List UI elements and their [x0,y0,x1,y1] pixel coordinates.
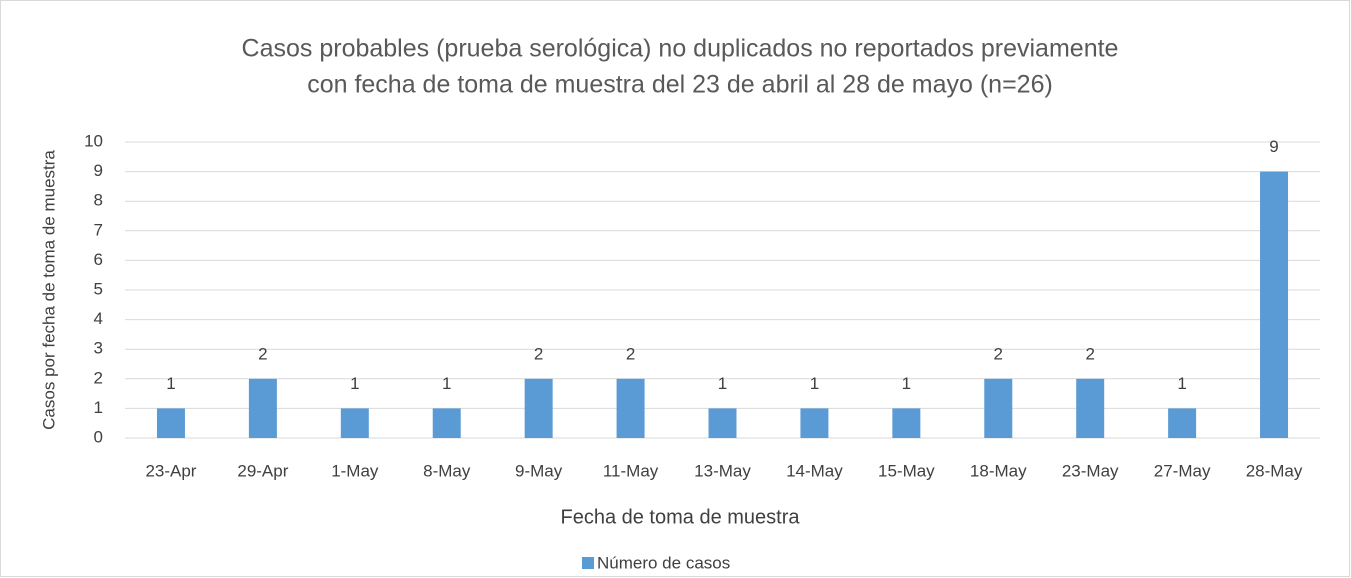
y-tick-label: 1 [94,398,103,417]
data-label: 1 [902,374,911,393]
data-label: 2 [534,344,543,363]
data-label: 2 [258,344,267,363]
bar [432,408,461,438]
y-tick-label: 3 [94,339,103,358]
x-tick-label: 28-May [1246,461,1303,480]
y-tick-label: 0 [94,427,103,446]
bar [340,408,369,438]
data-label: 2 [626,344,635,363]
x-tick-label: 11-May [603,461,659,480]
bar [1168,408,1197,438]
x-tick-label: 23-May [1062,461,1119,480]
bar [984,378,1013,438]
y-tick-label: 4 [94,309,103,328]
x-tick-label: 23-Apr [145,461,196,480]
bar [708,408,737,438]
x-tick-label: 14-May [786,461,843,480]
data-label: 2 [994,344,1003,363]
y-tick-label: 2 [94,368,103,387]
y-tick-label: 9 [94,161,103,180]
data-label: 1 [166,374,175,393]
bar [524,378,553,438]
y-tick-label: 7 [94,220,103,239]
y-axis-label: Casos por fecha de toma de muestra [39,150,58,430]
x-tick-label: 8-May [423,461,471,480]
bar [800,408,829,438]
x-tick-label: 9-May [515,461,563,480]
x-tick-label: 1-May [331,461,379,480]
data-label: 1 [718,374,727,393]
legend-swatch [582,557,594,569]
data-label: 1 [810,374,819,393]
data-label: 1 [1177,374,1186,393]
data-label: 1 [442,374,451,393]
chart-title: con fecha de toma de muestra del 23 de a… [307,71,1053,99]
x-tick-label: 27-May [1154,461,1211,480]
data-label: 9 [1269,137,1278,156]
data-label: 1 [350,374,359,393]
y-tick-label: 10 [84,131,103,150]
bar [1076,378,1105,438]
bar [616,378,645,438]
bar [156,408,185,438]
bar [248,378,277,438]
data-label: 2 [1085,344,1094,363]
y-tick-label: 6 [94,250,103,269]
y-tick-label: 8 [94,191,103,210]
bar [1260,171,1289,438]
x-axis-label: Fecha de toma de muestra [560,506,800,528]
x-tick-label: 29-Apr [237,461,288,480]
x-tick-label: 15-May [878,461,935,480]
legend-label: Número de casos [597,553,730,572]
y-tick-label: 5 [94,279,103,298]
chart-title: Casos probables (prueba serológica) no d… [242,35,1119,63]
x-tick-label: 13-May [694,461,751,480]
x-tick-label: 18-May [970,461,1027,480]
bar [892,408,921,438]
